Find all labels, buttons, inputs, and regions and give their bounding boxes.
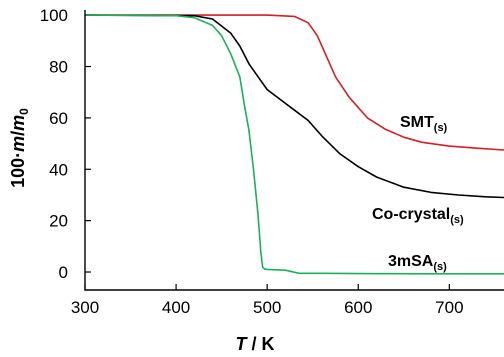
x-axis-unit: K xyxy=(262,334,275,354)
x-tick-label-400: 400 xyxy=(162,298,190,317)
x-tick-label-300: 300 xyxy=(71,298,99,317)
y-tick-label-60: 60 xyxy=(49,109,68,128)
y-tick-label-100: 100 xyxy=(40,6,68,25)
series-label-smt-name: SMT xyxy=(400,114,434,131)
series-label-smt: SMT(s) xyxy=(400,114,448,134)
series-label-co-crystal-sub: (s) xyxy=(450,214,464,226)
series-line-0 xyxy=(85,14,504,151)
series-label-smt-sub: (s) xyxy=(434,122,448,134)
y-axis-numerator: m xyxy=(8,136,28,152)
series-label-co-crystal: Co-crystal(s) xyxy=(372,206,464,226)
y-tick-label-40: 40 xyxy=(49,160,68,179)
x-tick-label-700: 700 xyxy=(435,298,463,317)
y-axis-denominator: m xyxy=(8,115,28,131)
ticks: 300 400 500 600 700 0 20 40 60 80 100 xyxy=(40,6,464,317)
y-axis-denominator-sub: 0 xyxy=(17,108,31,115)
series-lines xyxy=(84,14,504,275)
x-tick-label-500: 500 xyxy=(253,298,281,317)
series-line-1 xyxy=(84,14,504,199)
series-label-3msa-name: 3mSA xyxy=(388,253,434,270)
y-tick-label-20: 20 xyxy=(49,212,68,231)
x-axis-label: T / K xyxy=(235,334,274,354)
y-axis-label: 100·m/m0 xyxy=(8,108,31,188)
y-tick-label-80: 80 xyxy=(49,58,68,77)
y-tick-label-0: 0 xyxy=(59,263,68,282)
series-label-co-crystal-name: Co-crystal xyxy=(372,206,450,223)
series-label-3msa-sub: (s) xyxy=(433,261,447,273)
series-line-2 xyxy=(84,14,504,275)
x-axis-symbol: T xyxy=(235,334,248,354)
x-tick-label-600: 600 xyxy=(344,298,372,317)
series-label-3msa: 3mSA(s) xyxy=(388,253,447,273)
y-axis-prefix: 100· xyxy=(8,152,28,188)
axes-frame xyxy=(84,10,504,291)
